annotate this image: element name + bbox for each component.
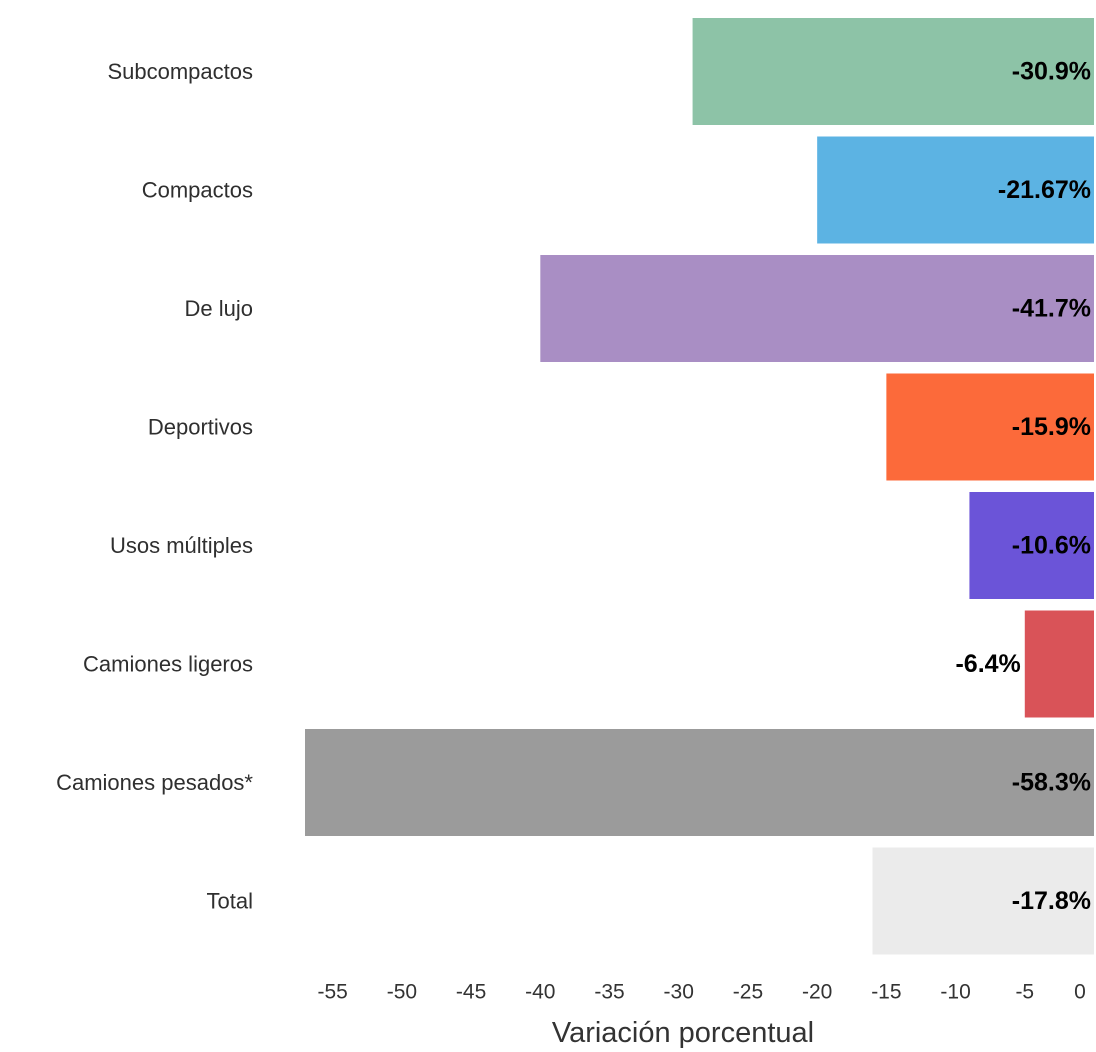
- bar-total: [872, 847, 1094, 955]
- x-tick-label: -50: [387, 981, 417, 1004]
- x-axis-ticks-group: -55 -50 -45 -40 -35 -30 -25 -20 -15 -10 -5 0: [318, 981, 1086, 1004]
- value-labels-group: -30.9% -21.67% -41.7% -15.9% -10.6% -6.4% -58.…: [955, 58, 1091, 916]
- category-label: Subcompactos: [107, 59, 253, 84]
- value-label: -6.4%: [955, 650, 1020, 678]
- value-label: -21.67%: [998, 176, 1091, 204]
- bars-group: [305, 18, 1094, 955]
- x-tick-label: 0: [1074, 981, 1086, 1004]
- x-tick-label: -10: [940, 981, 970, 1004]
- category-label: Usos múltiples: [110, 533, 253, 558]
- category-label: De lujo: [185, 296, 253, 321]
- x-tick-label: -45: [456, 981, 486, 1004]
- x-tick-label: -55: [318, 981, 348, 1004]
- x-tick-label: -25: [733, 981, 763, 1004]
- bar-camiones-pesados: [305, 729, 1094, 836]
- bar-compactos: [817, 136, 1094, 244]
- value-label: -17.8%: [1012, 887, 1091, 915]
- x-tick-label: -35: [594, 981, 624, 1004]
- x-tick-label: -30: [664, 981, 694, 1004]
- x-tick-label: -5: [1015, 981, 1034, 1004]
- value-label: -30.9%: [1012, 58, 1091, 86]
- bar-camiones-ligeros: [1024, 610, 1094, 718]
- category-label: Total: [207, 889, 253, 914]
- value-label: -15.9%: [1012, 413, 1091, 441]
- x-tick-label: -40: [525, 981, 555, 1004]
- bar-subcompactos: [692, 18, 1094, 125]
- value-label: -41.7%: [1012, 295, 1091, 323]
- category-labels-group: Subcompactos Compactos De lujo Deportivos Us…: [56, 59, 253, 914]
- category-label: Camiones pesados*: [56, 770, 253, 795]
- bar-deportivos: [886, 373, 1094, 481]
- category-label: Compactos: [142, 178, 253, 203]
- x-tick-label: -20: [802, 981, 832, 1004]
- category-label: Camiones ligeros: [83, 652, 253, 677]
- category-label: Deportivos: [148, 415, 253, 440]
- x-tick-label: -15: [871, 981, 901, 1004]
- x-axis-title: Variación porcentual: [552, 1017, 814, 1049]
- value-label: -58.3%: [1012, 769, 1091, 797]
- bar-usos-multiples: [969, 492, 1094, 599]
- value-label: -10.6%: [1012, 532, 1091, 560]
- bar-de-lujo: [540, 255, 1094, 362]
